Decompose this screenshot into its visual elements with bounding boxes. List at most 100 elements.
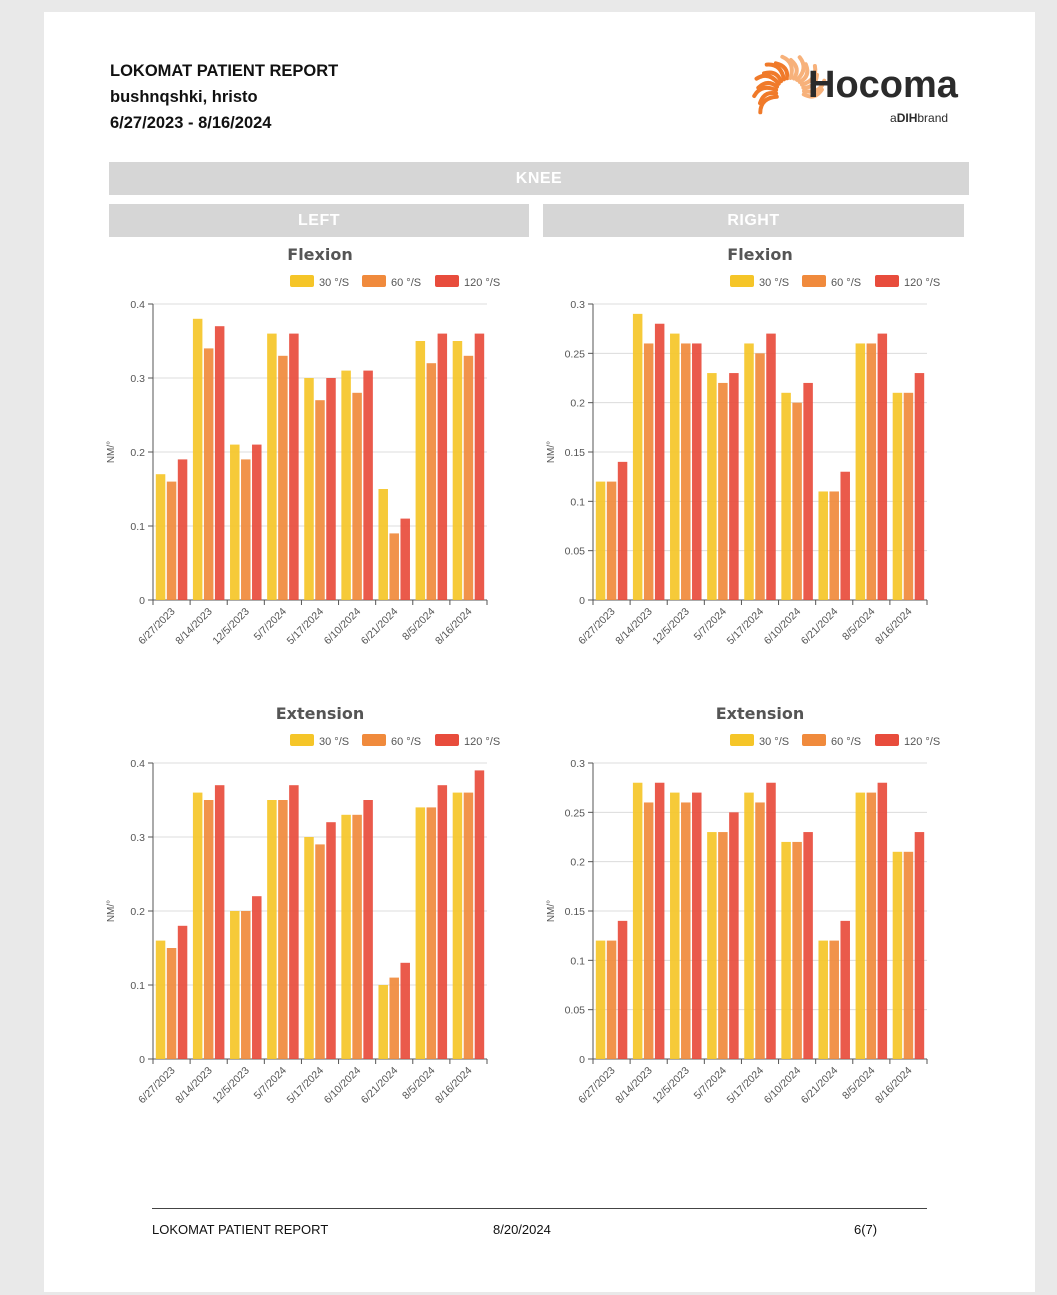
y-tick-label: 0.3 [570,758,585,770]
bar [341,814,351,1059]
y-axis-label: NM/° [546,900,557,922]
y-tick-label: 0.2 [570,857,585,869]
chart-title: Flexion [287,245,352,264]
x-tick-label: 12/5/2023 [210,1065,252,1107]
legend-label: 30 °/S [759,736,789,748]
logo-ray [802,78,827,94]
y-tick-label: 0.1 [570,496,585,508]
bar [214,326,225,600]
bar [840,920,850,1059]
legend-label: 60 °/S [391,736,421,748]
legend-label: 60 °/S [831,277,861,289]
bar [363,800,373,1059]
bar [278,800,288,1059]
footer-date: 8/20/2024 [493,1222,551,1237]
report-date-range: 6/27/2023 - 8/16/2024 [110,114,272,132]
bar [729,812,739,1059]
bar [326,378,336,600]
bar [781,841,791,1059]
bar [818,940,828,1059]
bar [415,807,426,1059]
bar [463,792,474,1059]
bar [755,802,765,1059]
x-tick-label: 5/7/2024 [692,1065,729,1102]
bar [877,333,888,600]
legend-label: 60 °/S [391,277,421,289]
bar [267,800,277,1059]
bar [177,459,188,600]
y-tick-label: 0.15 [565,447,586,459]
bar [617,461,628,600]
hocoma-logo-mark: Hocoma aDIHbrand [752,54,959,125]
bar [755,353,765,600]
bar [155,474,166,600]
bar [352,392,362,600]
x-tick-label: 5/7/2024 [252,606,289,643]
x-tick-label: 8/16/2024 [873,1065,915,1107]
bar [903,392,914,600]
logo-ray [764,62,786,82]
logo-sunburst-icon [752,54,827,115]
x-tick-label: 6/10/2024 [322,606,364,648]
x-tick-label: 6/10/2024 [762,606,804,648]
y-tick-label: 0.2 [130,447,145,459]
bar [415,341,426,600]
bar [892,851,903,1059]
bar [718,382,728,600]
bar [681,343,691,600]
section-band-right: RIGHT [543,204,964,237]
y-tick-label: 0.4 [130,758,145,770]
legend-swatch [875,275,899,287]
legend-swatch [290,734,314,746]
chart-title: Flexion [727,245,792,264]
legend-label: 30 °/S [759,277,789,289]
legend-swatch [802,275,826,287]
bar [400,962,410,1059]
bar [389,977,399,1059]
bar [378,489,388,600]
bar [241,459,251,600]
bar [744,792,754,1059]
y-axis-label: NM/° [106,900,117,922]
x-tick-label: 8/5/2024 [840,1065,877,1102]
report-title: LOKOMAT PATIENT REPORT [110,62,339,80]
chart-title: Extension [716,704,805,723]
y-tick-label: 0.05 [565,1005,586,1017]
bar [818,491,828,600]
legend-swatch [362,734,386,746]
bar [252,896,262,1059]
bar [192,792,203,1059]
bar [792,402,802,600]
legend-swatch [875,734,899,746]
bar [766,333,776,600]
x-tick-label: 5/17/2024 [285,606,327,648]
x-tick-label: 6/27/2023 [136,1065,178,1107]
x-tick-label: 8/5/2024 [400,1065,437,1102]
bar [378,985,388,1059]
bar [214,785,225,1059]
chart-right-extension: Extension 30 °/S 60 °/S 120 °/S 0 0.05 0.1 0.15… [540,699,960,1129]
bar [729,373,739,600]
x-tick-label: 8/16/2024 [433,606,475,648]
legend-label: 120 °/S [464,736,500,748]
bar [670,792,680,1059]
bar [632,782,643,1059]
bar [278,355,288,600]
footer-title: LOKOMAT PATIENT REPORT [152,1222,329,1237]
bar [352,814,362,1059]
bar [617,920,628,1059]
x-tick-label: 8/16/2024 [433,1065,475,1107]
y-tick-label: 0.1 [570,955,585,967]
legend-swatch [435,275,459,287]
report-header: LOKOMAT PATIENT REPORT bushnqshki, hrist… [110,58,338,136]
x-tick-label: 6/27/2023 [576,1065,618,1107]
y-tick-label: 0.2 [130,906,145,918]
bar [829,491,839,600]
svg-text:aDIHbrand: aDIHbrand [890,111,948,125]
bar [632,313,643,600]
legend-label: 60 °/S [831,736,861,748]
bar [452,792,463,1059]
bar [177,925,188,1059]
section-band-knee: KNEE [109,162,969,195]
bar [707,832,717,1059]
